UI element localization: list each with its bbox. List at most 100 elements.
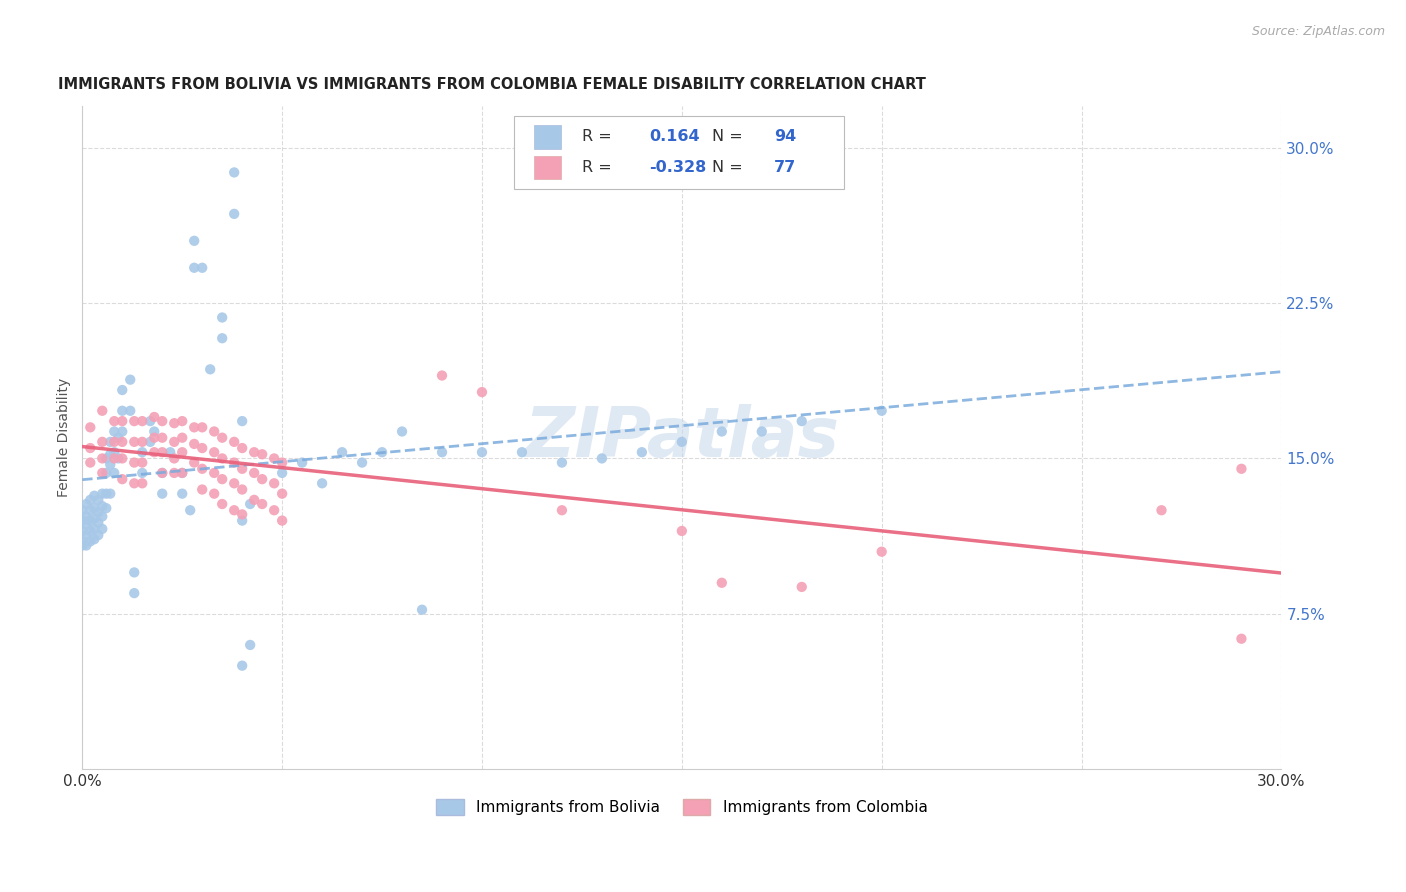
Point xyxy=(224,503,246,517)
Point xyxy=(263,503,285,517)
Point xyxy=(75,528,97,542)
Point xyxy=(79,503,101,517)
Point xyxy=(202,486,225,500)
Point xyxy=(191,260,214,275)
Point xyxy=(139,414,162,428)
Point xyxy=(91,451,114,466)
Legend: Immigrants from Bolivia, Immigrants from Colombia: Immigrants from Bolivia, Immigrants from… xyxy=(430,793,934,822)
Point xyxy=(91,522,114,536)
Text: N =: N = xyxy=(711,160,742,175)
Text: -0.328: -0.328 xyxy=(650,160,707,175)
Point xyxy=(122,476,145,491)
Text: 94: 94 xyxy=(775,129,796,145)
Point xyxy=(150,414,173,428)
Point xyxy=(96,486,118,500)
Point xyxy=(150,445,173,459)
Point xyxy=(103,425,125,439)
Point xyxy=(103,414,125,428)
Point xyxy=(211,472,233,486)
Point xyxy=(231,462,253,476)
Point xyxy=(111,472,134,486)
Point xyxy=(98,447,121,461)
Point xyxy=(87,492,110,507)
Point xyxy=(96,466,118,480)
Point xyxy=(131,434,153,449)
Point xyxy=(411,603,433,617)
Text: 0.164: 0.164 xyxy=(650,129,700,145)
Point xyxy=(311,476,333,491)
Point xyxy=(231,483,253,497)
Point xyxy=(243,492,266,507)
Point xyxy=(72,503,94,517)
Point xyxy=(471,385,494,400)
Point xyxy=(98,458,121,472)
Point xyxy=(131,456,153,470)
Text: ZIPatlas: ZIPatlas xyxy=(524,404,839,471)
Point xyxy=(591,451,613,466)
Point xyxy=(172,431,194,445)
Point xyxy=(710,575,733,590)
Point xyxy=(83,511,105,525)
Point xyxy=(183,260,205,275)
Point xyxy=(87,505,110,519)
Point xyxy=(271,486,294,500)
Point xyxy=(224,434,246,449)
Point xyxy=(98,486,121,500)
Point xyxy=(122,414,145,428)
FancyBboxPatch shape xyxy=(534,156,561,179)
Point xyxy=(122,456,145,470)
Point xyxy=(183,420,205,434)
Point xyxy=(143,445,166,459)
Point xyxy=(111,403,134,417)
Point xyxy=(131,445,153,459)
Point xyxy=(231,514,253,528)
Point xyxy=(202,425,225,439)
Point xyxy=(120,373,142,387)
Point xyxy=(870,544,893,558)
Point xyxy=(224,456,246,470)
Point xyxy=(79,441,101,455)
Point xyxy=(1230,632,1253,646)
Point xyxy=(790,414,813,428)
Point xyxy=(191,420,214,434)
Point xyxy=(243,466,266,480)
Point xyxy=(231,441,253,455)
Point xyxy=(120,403,142,417)
Point xyxy=(163,451,186,466)
Point xyxy=(179,503,201,517)
Text: IMMIGRANTS FROM BOLIVIA VS IMMIGRANTS FROM COLOMBIA FEMALE DISABILITY CORRELATIO: IMMIGRANTS FROM BOLIVIA VS IMMIGRANTS FR… xyxy=(58,78,927,93)
Point xyxy=(150,466,173,480)
Point xyxy=(671,434,693,449)
Point xyxy=(103,451,125,466)
Point xyxy=(91,499,114,513)
Point xyxy=(239,638,262,652)
Point xyxy=(131,466,153,480)
Point xyxy=(131,414,153,428)
Point xyxy=(211,451,233,466)
FancyBboxPatch shape xyxy=(534,125,561,149)
Point xyxy=(111,383,134,397)
Point xyxy=(83,489,105,503)
Point xyxy=(710,425,733,439)
Point xyxy=(111,414,134,428)
Point xyxy=(107,451,129,466)
Point xyxy=(250,497,273,511)
Point xyxy=(79,456,101,470)
Point xyxy=(211,310,233,325)
Point xyxy=(111,434,134,449)
Point xyxy=(163,434,186,449)
Point xyxy=(103,445,125,459)
Point xyxy=(250,447,273,461)
Y-axis label: Female Disability: Female Disability xyxy=(58,378,72,498)
Point xyxy=(72,534,94,549)
Point xyxy=(72,524,94,538)
Point xyxy=(79,514,101,528)
Point xyxy=(150,466,173,480)
Point xyxy=(510,445,533,459)
Point xyxy=(183,437,205,451)
Point xyxy=(1150,503,1173,517)
Point xyxy=(79,534,101,549)
Point xyxy=(751,425,773,439)
Point xyxy=(471,445,494,459)
Point xyxy=(211,431,233,445)
